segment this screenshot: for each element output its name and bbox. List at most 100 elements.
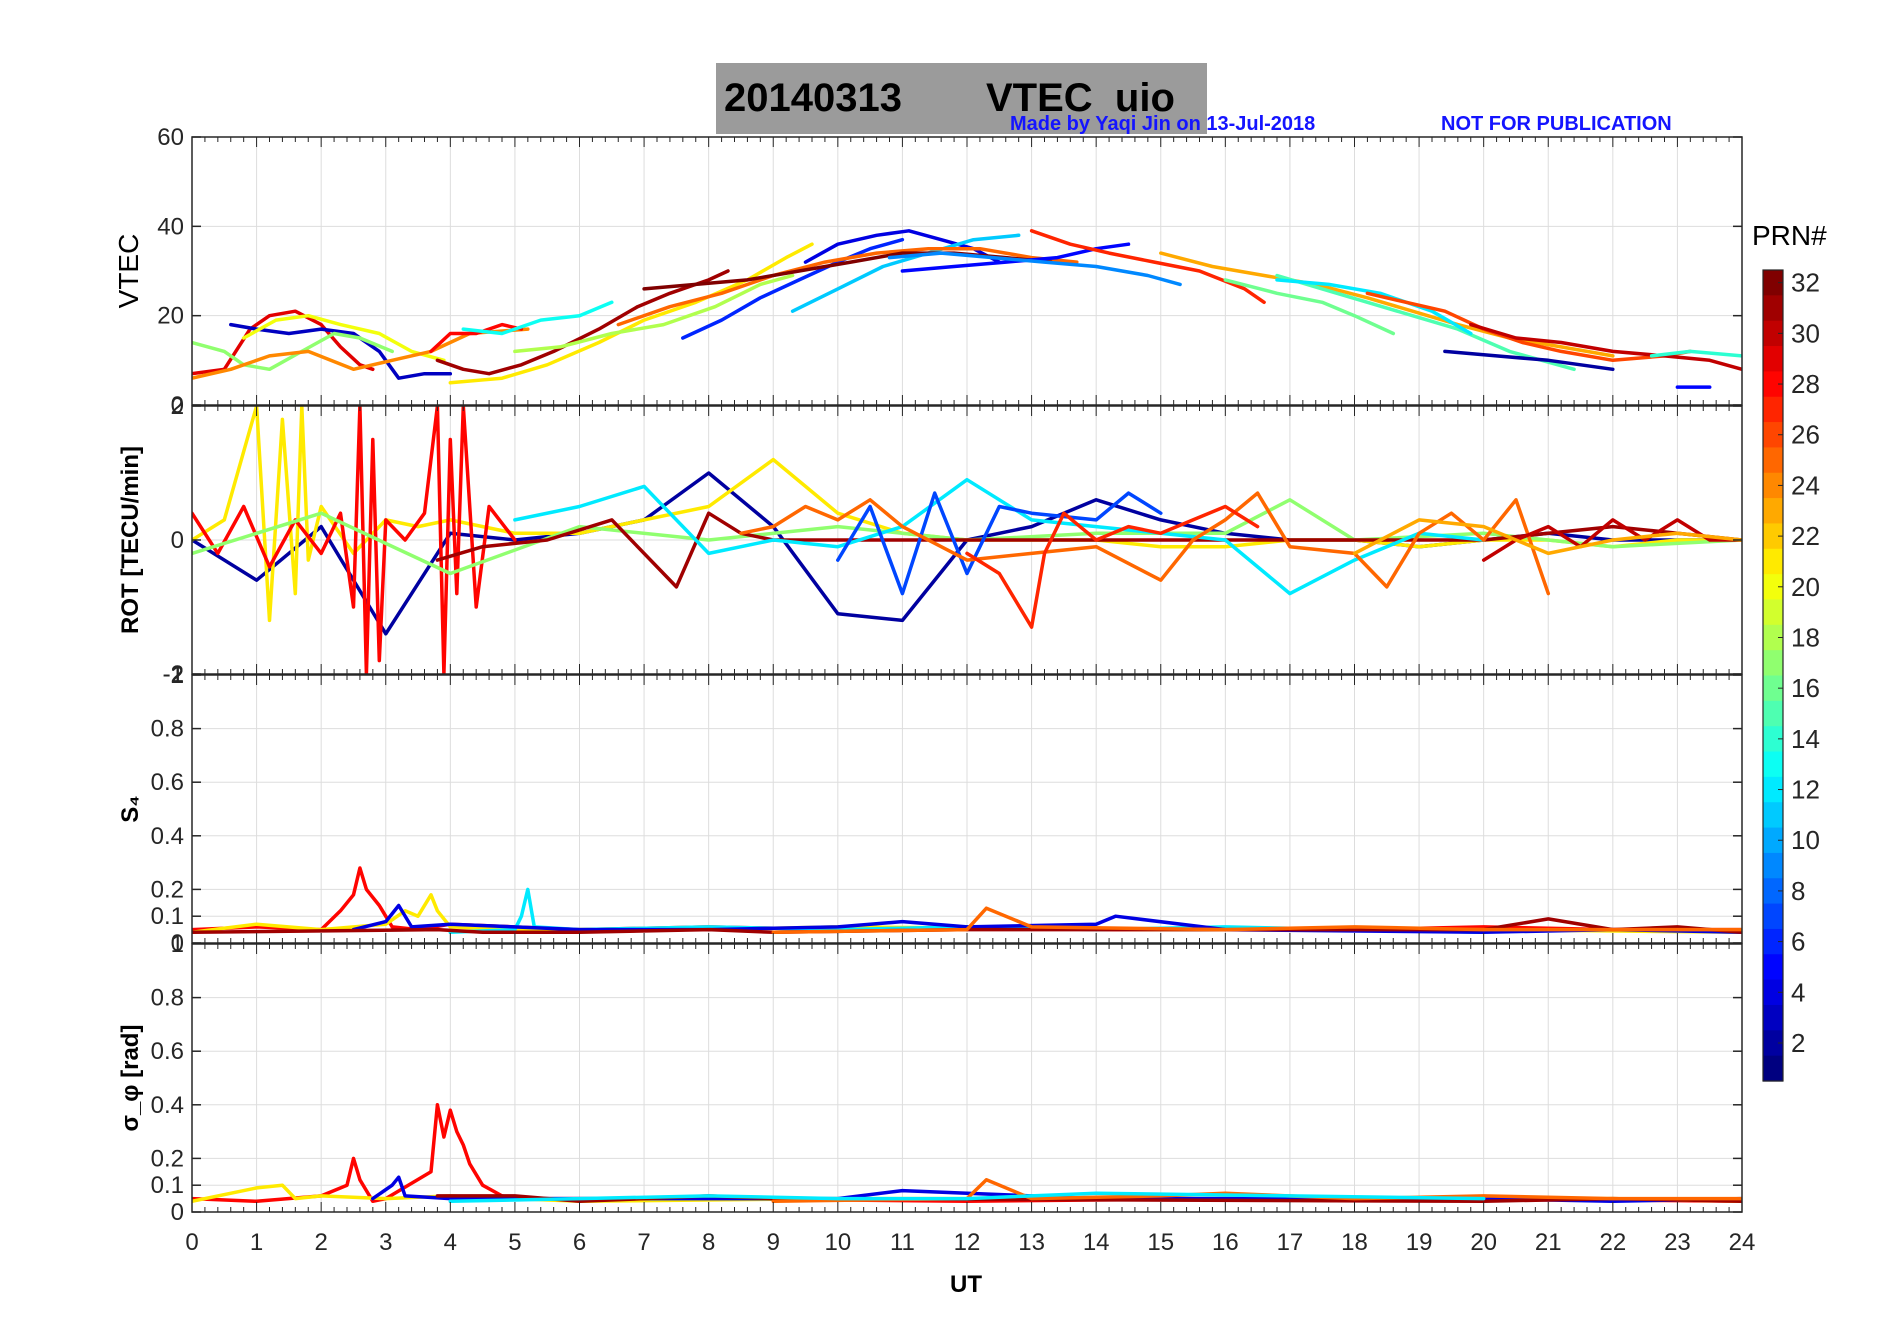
sigma-phi-panel: 0.80.60.40.20.101 σ_φ [rad]: [117, 931, 1743, 1226]
x-tick-label-20: 20: [1470, 1229, 1497, 1256]
x-tick-label-13: 13: [1018, 1229, 1045, 1256]
x-tick-label-22: 22: [1599, 1229, 1626, 1256]
x-tick-label-17: 17: [1277, 1229, 1304, 1256]
rot-series-prn-17-3: [192, 498, 1742, 576]
colorbar-swatch-prn-7: [1763, 903, 1783, 930]
colorbar-swatch-prn-20: [1763, 574, 1783, 601]
colorbar-swatch-prn-16: [1763, 675, 1783, 702]
sigma-phi-ytick-label-5: 0: [171, 1199, 184, 1226]
colorbar-swatch-prn-18: [1763, 624, 1783, 651]
vtec-series-prn-20-3: [241, 313, 446, 363]
s4-ytick-label-4: 0.2: [151, 876, 184, 903]
prn-colorbar: 32 30 28 26 24 22 20 18 16 14 12 10 8 6 4 2: [1762, 268, 1820, 1082]
colorbar-swatch-prn-32: [1763, 270, 1783, 296]
s4-ytick-label-5: 0.1: [151, 903, 184, 930]
colorbar-tick-label-10: 10: [1791, 825, 1820, 855]
x-tick-label-18: 18: [1341, 1229, 1368, 1256]
s4-series-group: [192, 866, 1742, 935]
vtec-series-prn-16-21: [1223, 278, 1396, 336]
colorbar-tick-label-2: 2: [1791, 1028, 1805, 1058]
vtec-series-prn-18-9: [513, 273, 795, 354]
colorbar-swatch-prn-25: [1763, 447, 1783, 474]
s4-ytick-label-6: 0: [171, 930, 184, 957]
colorbar-title: PRN#: [1752, 220, 1827, 251]
colorbar-tick-label-8: 8: [1791, 876, 1805, 906]
vtec-panel: 60 40 20 0 VTEC: [113, 124, 1743, 419]
rot-series-group: [192, 406, 1742, 674]
sigma-phi-ytick-label-4: 0.1: [151, 1172, 184, 1199]
colorbar-swatch-prn-12: [1763, 776, 1783, 803]
vtec-gridlines: [192, 137, 1742, 405]
vtec-series-prn-15-19: [1275, 273, 1576, 372]
colorbar-swatch-prn-17: [1763, 650, 1783, 677]
vtec-series-prn-26-22: [1365, 291, 1693, 363]
colorbar-tick-label-30: 30: [1791, 318, 1820, 348]
colorbar-swatch-prn-11: [1763, 802, 1783, 829]
rot-y-axis-label: ROT [TECU/min]: [117, 446, 144, 634]
x-tick-label-12: 12: [954, 1229, 981, 1256]
colorbar-swatch-prn-27: [1763, 396, 1783, 423]
colorbar-tick-label-12: 12: [1791, 775, 1820, 805]
x-tick-label-9: 9: [767, 1229, 780, 1256]
sigma-phi-y-tick-labels: 0.80.60.40.20.101: [151, 931, 184, 1226]
rot-ytick-label-0: 2: [171, 393, 184, 420]
vtec-series-prn-9-16: [887, 251, 1182, 287]
rot-series-prn-27-8: [965, 504, 1260, 629]
vtec-series-prn-28-6: [429, 322, 524, 354]
rot-overlap-tick-label-0: 2: [171, 393, 184, 420]
s4-panel: 1 0.8 0.6 0.4 0.20.10 2 S₄: [117, 662, 1743, 957]
colorbar-swatch-prn-29: [1763, 346, 1783, 372]
sigma-phi-ytick-label-3: 0.2: [151, 1145, 184, 1172]
colorbar-swatch-prn-4: [1763, 979, 1783, 1006]
colorbar-swatch-prn-19: [1763, 599, 1783, 626]
x-tick-label-0: 0: [185, 1229, 198, 1256]
colorbar-swatch-prn-21: [1763, 548, 1783, 575]
vtec-series-prn-11-12: [790, 233, 1021, 313]
s4-series-prn-25-5: [771, 906, 1742, 935]
title-station: VTEC uio: [986, 76, 1175, 120]
colorbar-tick-label-16: 16: [1791, 673, 1820, 703]
s4-tick-marks: [191, 674, 1743, 944]
colorbar-tick-label-4: 4: [1791, 977, 1805, 1007]
x-tick-label-14: 14: [1083, 1229, 1110, 1256]
x-tick-label-1: 1: [250, 1229, 263, 1256]
vtec-series-prn-3-1: [229, 322, 453, 380]
vtec-series-group: [192, 229, 1742, 389]
rot-series-prn-25-7: [739, 491, 1551, 596]
vtec-tick-marks: [191, 136, 1743, 406]
s4-ytick-label-3: 0.4: [151, 823, 184, 850]
ut-x-axis-label: UT: [950, 1271, 982, 1298]
vtec-series-prn-21-8: [448, 242, 814, 385]
colorbar-swatch-prn-13: [1763, 751, 1783, 778]
s4-series-prn-12-2: [448, 887, 1486, 935]
colorbar-tick-label-14: 14: [1791, 724, 1820, 754]
vtec-series-prn-6-10: [681, 237, 905, 340]
s4-y-axis-label: S₄: [117, 795, 144, 822]
vtec-series-prn-23-18: [1159, 251, 1615, 358]
s4-ytick-label-2: 0.6: [151, 769, 184, 796]
vtec-ytick-label-0: 60: [157, 124, 184, 151]
colorbar-swatch-prn-6: [1763, 928, 1783, 955]
colorbar-frame: [1762, 269, 1784, 1082]
rot-overlap-tick-label-1: -1: [163, 661, 184, 688]
x-tick-label-19: 19: [1406, 1229, 1433, 1256]
x-tick-label-21: 21: [1535, 1229, 1562, 1256]
rot-ytick-label-2: -2: [163, 661, 184, 688]
vtec-y-tick-labels: 60 40 20 0: [157, 124, 184, 419]
colorbar-swatch-prn-30: [1763, 320, 1783, 347]
s4-y-tick-labels: 1 0.8 0.6 0.4 0.20.10 2: [151, 662, 184, 957]
vtec-series-prn-14-25: [1649, 349, 1742, 358]
colorbar-tick-label-18: 18: [1791, 622, 1820, 652]
sigma-phi-ytick-label-0: 0.8: [151, 985, 184, 1012]
sigma-phi-gridlines: [192, 944, 1742, 1212]
colorbar-tick-label-24: 24: [1791, 470, 1820, 500]
x-tick-label-5: 5: [508, 1229, 521, 1256]
sigma-phi-overlap-tick-label-0: 1: [171, 931, 184, 958]
colorbar-tick-label-20: 20: [1791, 572, 1820, 602]
rot-series-prn-28-2: [192, 406, 517, 674]
x-tick-label-16: 16: [1212, 1229, 1239, 1256]
colorbar-swatch-prn-8: [1763, 878, 1783, 905]
colorbar-swatch-prn-28: [1763, 371, 1783, 398]
x-tick-label-24: 24: [1729, 1229, 1756, 1256]
colorbar-swatch-prn-22: [1763, 523, 1783, 550]
